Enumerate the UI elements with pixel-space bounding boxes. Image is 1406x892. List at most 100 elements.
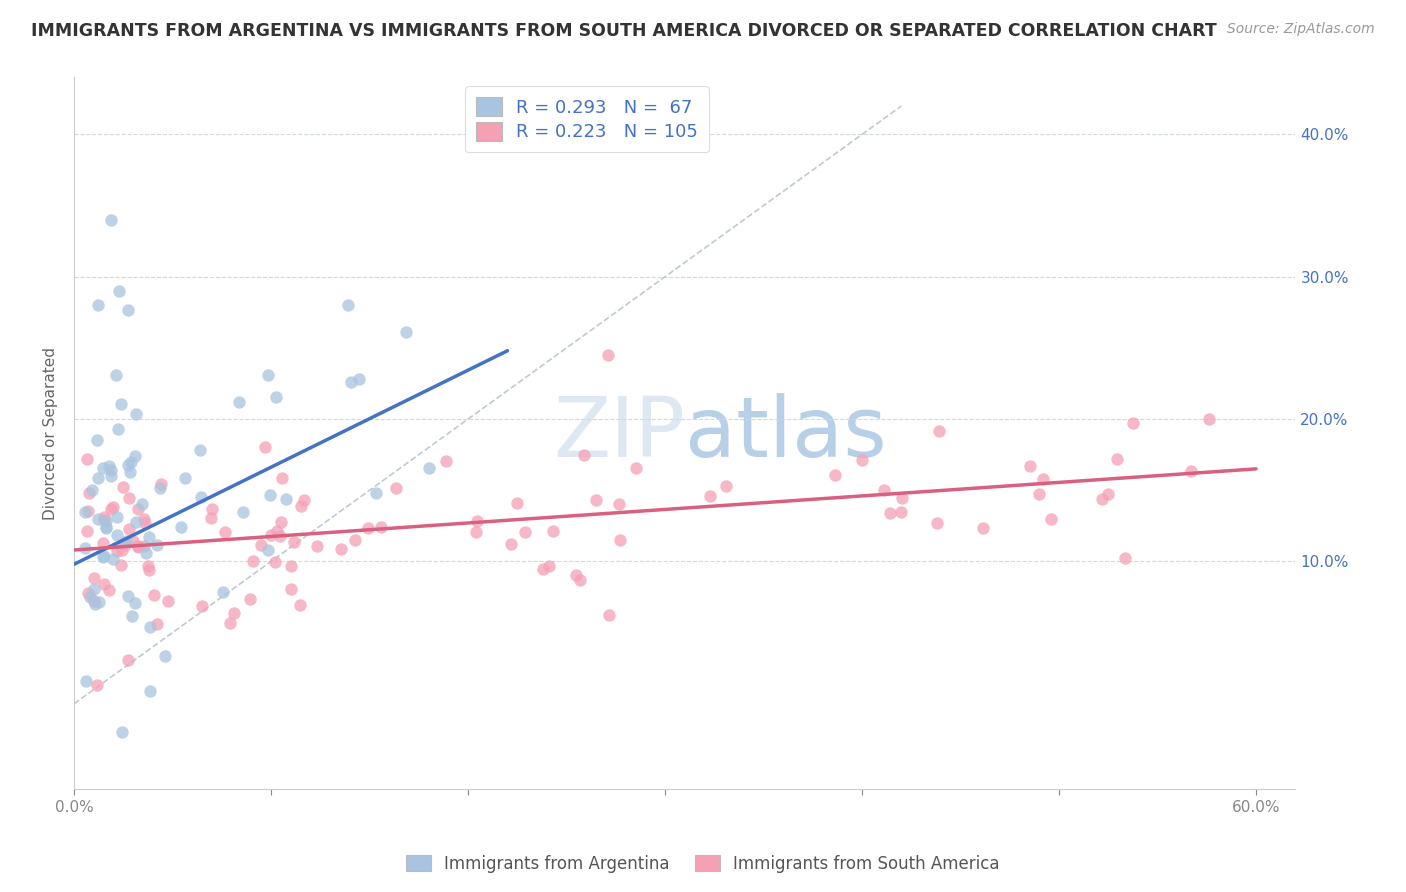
Point: [87, 471, 110, 485]
Point: [190, 442, 212, 457]
Point: [100, 469, 122, 483]
Point: [270, 471, 292, 485]
Point: [598, 348, 620, 362]
Point: [127, 540, 149, 554]
Point: [1019, 458, 1042, 473]
Point: [97, 582, 120, 597]
Point: [533, 562, 555, 576]
Point: [114, 538, 136, 552]
Point: [418, 461, 440, 475]
Point: [87, 595, 110, 609]
Point: [110, 558, 132, 572]
Point: [191, 599, 214, 614]
Point: [699, 489, 721, 503]
Point: [138, 531, 160, 545]
Point: [79, 590, 101, 604]
Point: [107, 422, 129, 436]
Point: [138, 563, 160, 577]
Point: [465, 525, 488, 540]
Point: [395, 325, 418, 339]
Point: [83, 593, 105, 607]
Point: [91, 461, 114, 475]
Point: [201, 501, 224, 516]
Point: [585, 493, 607, 508]
Point: [370, 519, 392, 533]
Y-axis label: Divorced or Separated: Divorced or Separated: [44, 347, 58, 520]
Point: [607, 497, 630, 511]
Point: [101, 552, 124, 566]
Point: [465, 515, 488, 529]
Point: [270, 515, 292, 529]
Point: [232, 505, 254, 519]
Point: [117, 458, 139, 472]
Point: [1122, 416, 1144, 430]
Point: [83, 582, 105, 597]
Point: [290, 598, 312, 612]
Point: [120, 455, 142, 469]
Point: [118, 491, 141, 506]
Point: [564, 568, 586, 582]
Point: [76, 452, 98, 467]
Point: [93, 577, 115, 591]
Point: [624, 460, 647, 475]
Point: [111, 725, 134, 739]
Point: [86, 433, 108, 447]
Point: [146, 538, 169, 552]
Point: [538, 558, 561, 573]
Point: [890, 491, 912, 506]
Point: [149, 481, 172, 495]
Point: [256, 543, 278, 558]
Point: [1039, 511, 1062, 525]
Text: ZIP: ZIP: [553, 392, 685, 474]
Point: [86, 512, 108, 526]
Point: [104, 368, 127, 383]
Point: [111, 480, 134, 494]
Point: [134, 512, 156, 526]
Point: [118, 522, 141, 536]
Point: [264, 390, 287, 404]
Point: [100, 212, 122, 227]
Point: [200, 511, 222, 525]
Point: [239, 591, 262, 606]
Legend: Immigrants from Argentina, Immigrants from South America: Immigrants from Argentina, Immigrants fr…: [399, 848, 1007, 880]
Point: [928, 424, 950, 438]
Point: [117, 303, 139, 318]
Point: [266, 524, 288, 538]
Point: [143, 588, 166, 602]
Point: [1091, 492, 1114, 507]
Point: [343, 533, 366, 548]
Point: [111, 542, 134, 557]
Point: [124, 449, 146, 463]
Point: [872, 483, 894, 497]
Point: [249, 538, 271, 552]
Point: [125, 516, 148, 530]
Point: [105, 544, 128, 558]
Point: [120, 465, 142, 479]
Point: [93, 535, 115, 549]
Point: [94, 521, 117, 535]
Point: [157, 593, 180, 607]
Point: [925, 516, 948, 530]
Point: [218, 615, 240, 630]
Point: [307, 539, 329, 553]
Point: [108, 284, 131, 298]
Point: [91, 550, 114, 565]
Point: [150, 476, 173, 491]
Point: [77, 486, 100, 500]
Point: [132, 539, 155, 553]
Point: [541, 524, 564, 538]
Point: [263, 555, 285, 569]
Point: [242, 554, 264, 568]
Point: [972, 520, 994, 534]
Point: [385, 482, 408, 496]
Point: [83, 571, 105, 585]
Point: [574, 448, 596, 462]
Point: [214, 525, 236, 540]
Point: [98, 458, 121, 473]
Point: [114, 533, 136, 548]
Text: IMMIGRANTS FROM ARGENTINA VS IMMIGRANTS FROM SOUTH AMERICA DIVORCED OR SEPARATED: IMMIGRANTS FROM ARGENTINA VS IMMIGRANTS …: [31, 22, 1216, 40]
Point: [283, 535, 305, 549]
Point: [222, 606, 245, 620]
Point: [100, 463, 122, 477]
Point: [1198, 412, 1220, 426]
